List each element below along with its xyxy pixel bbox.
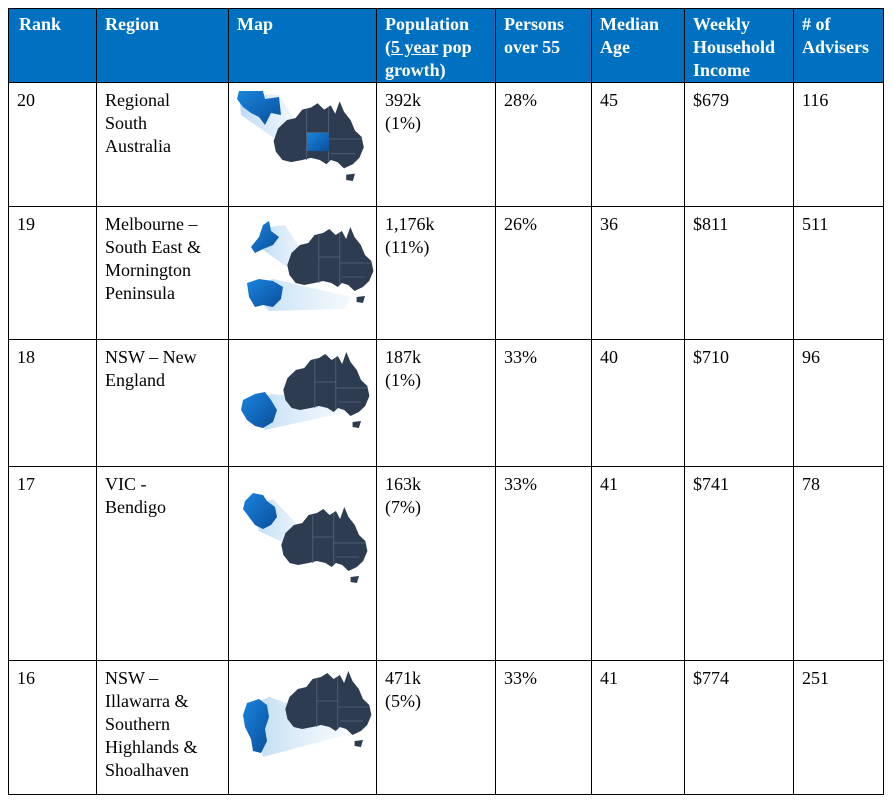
- region-line: Melbourne –: [105, 214, 198, 234]
- income-cell: $741: [684, 466, 794, 661]
- header-rank: Rank: [8, 8, 97, 83]
- median-age-cell: 41: [591, 660, 685, 795]
- map-cell: [228, 206, 377, 340]
- table-row: 18 NSW – New England 187k (1%) 33% 40 $7…: [8, 339, 884, 467]
- region-cell: VIC - Bendigo: [96, 466, 229, 661]
- header-growth-underlined: 5 year: [391, 37, 439, 57]
- table-row: 19 Melbourne – South East & Mornington P…: [8, 206, 884, 340]
- advisers-cell: 251: [793, 660, 884, 795]
- over55-cell: 26%: [495, 206, 592, 340]
- over55-cell: 33%: [495, 339, 592, 467]
- region-line: Peninsula: [105, 283, 175, 303]
- region-cell: NSW – Illawarra & Southern Highlands & S…: [96, 660, 229, 795]
- population-value: 163k: [385, 474, 421, 494]
- map-cell: [228, 660, 377, 795]
- header-growth-rest: pop growth): [385, 37, 472, 80]
- rank-cell: 19: [8, 206, 97, 340]
- header-advisers: # of Advisers: [793, 8, 884, 83]
- region-line: Australia: [105, 136, 171, 156]
- table-row: 16 NSW – Illawarra & Southern Highlands …: [8, 660, 884, 795]
- region-line: NSW –: [105, 668, 159, 688]
- rank-cell: 18: [8, 339, 97, 467]
- header-region: Region: [96, 8, 229, 83]
- header-persons-over-55: Persons over 55: [495, 8, 592, 83]
- region-cell: Melbourne – South East & Mornington Peni…: [96, 206, 229, 340]
- region-line: Regional: [105, 90, 170, 110]
- population-value: 392k: [385, 90, 421, 110]
- population-cell: 1,176k (11%): [376, 206, 496, 340]
- regions-table: Rank Region Map Population (5 year pop g…: [8, 8, 884, 795]
- australia-map-icon: [243, 493, 368, 584]
- advisers-cell: 96: [793, 339, 884, 467]
- median-age-cell: 45: [591, 82, 685, 207]
- rank-cell: 17: [8, 466, 97, 661]
- over55-cell: 28%: [495, 82, 592, 207]
- population-value: 471k: [385, 668, 421, 688]
- region-line: VIC -: [105, 474, 147, 494]
- australia-map-icon: [237, 91, 365, 182]
- table-row: 20 Regional South Australia 392k (1%) 28…: [8, 82, 884, 207]
- advisers-cell: 116: [793, 82, 884, 207]
- header-map: Map: [228, 8, 377, 83]
- income-cell: $679: [684, 82, 794, 207]
- region-cell: Regional South Australia: [96, 82, 229, 207]
- table-header-row: Rank Region Map Population (5 year pop g…: [8, 8, 884, 83]
- population-growth: (1%): [385, 370, 421, 390]
- region-line: Southern: [105, 714, 170, 734]
- australia-map-icon: [247, 221, 374, 311]
- income-cell: $811: [684, 206, 794, 340]
- income-cell: $774: [684, 660, 794, 795]
- australia-map-icon: [241, 351, 370, 430]
- median-age-cell: 40: [591, 339, 685, 467]
- population-value: 187k: [385, 347, 421, 367]
- map-cell: [228, 82, 377, 207]
- header-weekly-income: Weekly Household Income: [684, 8, 794, 83]
- population-value: 1,176k: [385, 214, 435, 234]
- advisers-cell: 511: [793, 206, 884, 340]
- region-line: Illawarra &: [105, 691, 189, 711]
- table-row: 17 VIC - Bendigo 163k (7%) 33% 41 $741 7…: [8, 466, 884, 661]
- region-line: Bendigo: [105, 497, 166, 517]
- population-cell: 392k (1%): [376, 82, 496, 207]
- region-line: South: [105, 113, 148, 133]
- header-population-label: Population: [385, 14, 470, 34]
- rank-cell: 20: [8, 82, 97, 207]
- region-line: South East &: [105, 237, 202, 257]
- region-line: Shoalhaven: [105, 760, 189, 780]
- map-cell: [228, 466, 377, 661]
- region-line: England: [105, 370, 165, 390]
- population-cell: 163k (7%): [376, 466, 496, 661]
- australia-map-icon: [243, 670, 372, 757]
- population-growth: (7%): [385, 497, 421, 517]
- advisers-cell: 78: [793, 466, 884, 661]
- header-median-age: Median Age: [591, 8, 685, 83]
- over55-cell: 33%: [495, 660, 592, 795]
- population-cell: 471k (5%): [376, 660, 496, 795]
- median-age-cell: 36: [591, 206, 685, 340]
- region-line: Highlands &: [105, 737, 198, 757]
- population-growth: (1%): [385, 113, 421, 133]
- population-cell: 187k (1%): [376, 339, 496, 467]
- population-growth: (5%): [385, 691, 421, 711]
- over55-cell: 33%: [495, 466, 592, 661]
- header-growth-open: (: [385, 37, 391, 57]
- population-growth: (11%): [385, 237, 430, 257]
- header-population: Population (5 year pop growth): [376, 8, 496, 83]
- region-line: Mornington: [105, 260, 192, 280]
- region-cell: NSW – New England: [96, 339, 229, 467]
- region-line: NSW – New: [105, 347, 197, 367]
- rank-cell: 16: [8, 660, 97, 795]
- income-cell: $710: [684, 339, 794, 467]
- median-age-cell: 41: [591, 466, 685, 661]
- map-cell: [228, 339, 377, 467]
